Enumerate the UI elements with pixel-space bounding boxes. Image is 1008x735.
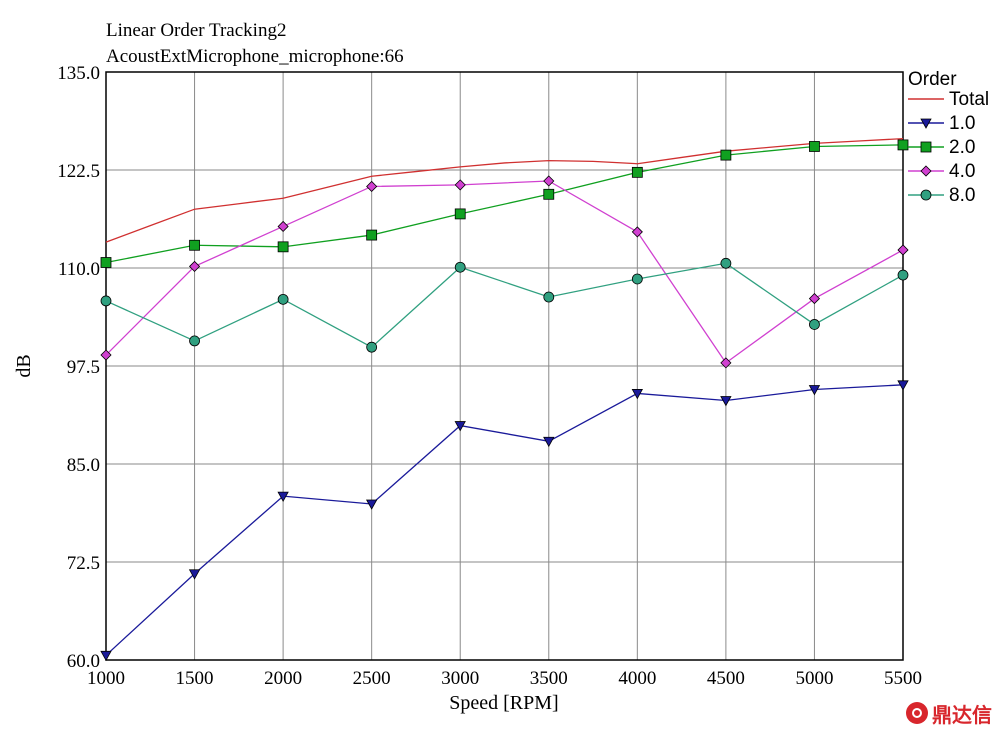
x-tick-label: 4500 (707, 668, 745, 689)
data-point (808, 293, 821, 305)
data-point (720, 396, 732, 407)
x-tick-label: 1500 (176, 668, 214, 689)
data-point (366, 180, 378, 193)
data-point (897, 380, 909, 391)
series-4.0 (100, 175, 909, 369)
y-tick-label: 135.0 (57, 63, 100, 84)
legend-marker (920, 165, 932, 177)
data-point (277, 241, 289, 253)
data-point (100, 295, 112, 307)
data-point (897, 139, 909, 151)
data-point (189, 239, 200, 251)
data-point (543, 175, 555, 187)
data-point (100, 650, 112, 662)
legend-item: 2.0 (908, 137, 975, 158)
data-point (277, 293, 289, 305)
series-group (100, 137, 909, 662)
y-tick-label: 122.5 (57, 161, 100, 182)
data-point (720, 149, 732, 161)
data-point (454, 208, 466, 220)
x-tick-label: 3500 (530, 668, 568, 689)
y-axis-ticks: 60.0 72.5 85.0 97.5 110.0 122.5 135.0 (57, 63, 100, 672)
legend-label: 1.0 (949, 113, 975, 134)
y-tick-label: 60.0 (67, 651, 100, 672)
data-point (454, 179, 466, 191)
x-axis-label: Speed [RPM] (449, 692, 558, 714)
x-tick-label: 5500 (884, 668, 922, 689)
data-point (188, 260, 201, 272)
series-8.0 (100, 257, 909, 353)
series-Total (105, 137, 904, 243)
chart-title: Linear Order Tracking2 (106, 20, 286, 41)
data-point (100, 349, 112, 361)
x-tick-label: 4000 (618, 668, 656, 689)
data-point (188, 569, 201, 580)
x-tick-label: 2500 (353, 668, 391, 689)
data-point (366, 229, 378, 241)
data-point (189, 335, 200, 347)
x-tick-label: 3000 (441, 668, 479, 689)
data-point (720, 357, 732, 369)
data-point (809, 319, 820, 330)
y-axis-label: dB (13, 354, 35, 377)
legend-label: 8.0 (949, 185, 975, 206)
grid (105, 71, 904, 661)
legend-label: 2.0 (949, 137, 975, 158)
data-point (631, 273, 643, 285)
series-1.0 (100, 380, 909, 662)
legend: Order Total 1.0 2.0 4.0 8.0 (908, 69, 989, 206)
legend-item: Total (908, 89, 989, 110)
x-tick-label: 5000 (795, 668, 833, 689)
legend-item: 4.0 (908, 161, 975, 182)
data-point (365, 499, 378, 510)
y-tick-label: 110.0 (58, 259, 100, 280)
legend-label: Total (949, 89, 989, 110)
legend-item: 1.0 (908, 113, 975, 134)
legend-item: 8.0 (908, 185, 975, 206)
data-point (366, 341, 378, 353)
data-point (454, 421, 466, 432)
data-point (631, 389, 644, 400)
y-tick-label: 97.5 (67, 357, 100, 378)
plot-frame (105, 71, 904, 661)
data-point (543, 291, 555, 303)
series-line (105, 180, 904, 364)
data-point (897, 269, 909, 281)
data-point (808, 385, 821, 396)
series-line (105, 262, 904, 348)
legend-marker (920, 118, 932, 129)
legend-marker (920, 189, 932, 201)
data-point (543, 436, 555, 448)
data-point (543, 188, 555, 200)
x-tick-label: 2000 (264, 668, 302, 689)
data-point (277, 491, 289, 502)
chart-subtitle: AcoustExtMicrophone_microphone:66 (106, 46, 404, 67)
x-axis-ticks: 1000 1500 2000 2500 3000 3500 4000 4500 5000 5500 (87, 668, 922, 689)
x-tick-label: 1000 (87, 668, 125, 689)
watermark-text: 鼎达信 (932, 702, 992, 727)
data-point (897, 244, 909, 256)
series-line (105, 384, 904, 656)
legend-title: Order (908, 69, 957, 90)
data-point (277, 220, 289, 233)
data-point (454, 261, 466, 273)
y-tick-label: 72.5 (67, 553, 100, 574)
watermark-logo: 鼎达信 (906, 699, 992, 727)
legend-marker (920, 141, 932, 153)
data-point (720, 257, 732, 269)
logo-badge-icon (906, 702, 928, 724)
data-point (809, 141, 820, 152)
data-point (631, 166, 643, 178)
data-point (631, 226, 643, 238)
series-line (105, 137, 904, 243)
series-2.0 (100, 139, 909, 268)
legend-label: 4.0 (949, 161, 975, 182)
y-tick-label: 85.0 (67, 455, 100, 476)
data-point (100, 257, 112, 268)
